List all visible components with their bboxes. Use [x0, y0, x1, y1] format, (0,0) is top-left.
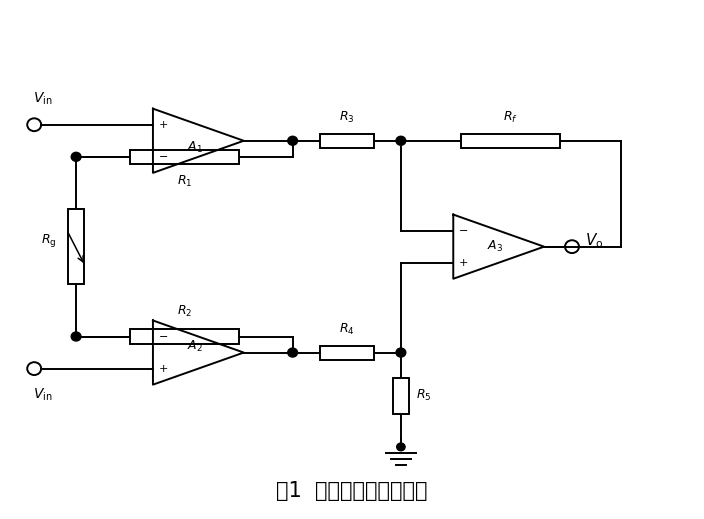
- Text: $R_f$: $R_f$: [503, 110, 518, 125]
- Circle shape: [288, 136, 298, 145]
- Text: $V_{\rm o}$: $V_{\rm o}$: [584, 231, 603, 250]
- Text: +: +: [459, 258, 468, 268]
- Text: $R_3$: $R_3$: [339, 110, 355, 125]
- Bar: [320, 134, 374, 148]
- Bar: [461, 134, 560, 148]
- Circle shape: [71, 152, 81, 161]
- Bar: [130, 330, 239, 344]
- Text: $A_2$: $A_2$: [187, 338, 203, 353]
- Text: +: +: [158, 120, 168, 130]
- Bar: [394, 378, 408, 414]
- Circle shape: [71, 332, 81, 341]
- Text: $V_{\rm in}$: $V_{\rm in}$: [33, 387, 52, 403]
- Text: $R_{\rm g}$: $R_{\rm g}$: [41, 232, 56, 249]
- Circle shape: [396, 443, 405, 451]
- Text: $A_3$: $A_3$: [487, 239, 503, 254]
- Text: +: +: [158, 364, 168, 374]
- Bar: [320, 346, 374, 360]
- Text: $R_4$: $R_4$: [339, 321, 355, 336]
- Circle shape: [396, 136, 406, 145]
- Bar: [130, 150, 239, 164]
- Text: −: −: [158, 152, 168, 162]
- Text: −: −: [459, 226, 468, 236]
- Text: $R_5$: $R_5$: [416, 388, 432, 403]
- Circle shape: [396, 348, 406, 357]
- Text: $V_{\rm in}$: $V_{\rm in}$: [33, 90, 52, 107]
- Text: 图1  仪表放大器典型结构: 图1 仪表放大器典型结构: [276, 481, 428, 500]
- Bar: [68, 209, 84, 284]
- Text: $R_1$: $R_1$: [177, 174, 192, 189]
- Text: −: −: [158, 332, 168, 342]
- Circle shape: [288, 348, 298, 357]
- Text: $A_1$: $A_1$: [187, 140, 203, 155]
- Text: $R_2$: $R_2$: [177, 304, 192, 319]
